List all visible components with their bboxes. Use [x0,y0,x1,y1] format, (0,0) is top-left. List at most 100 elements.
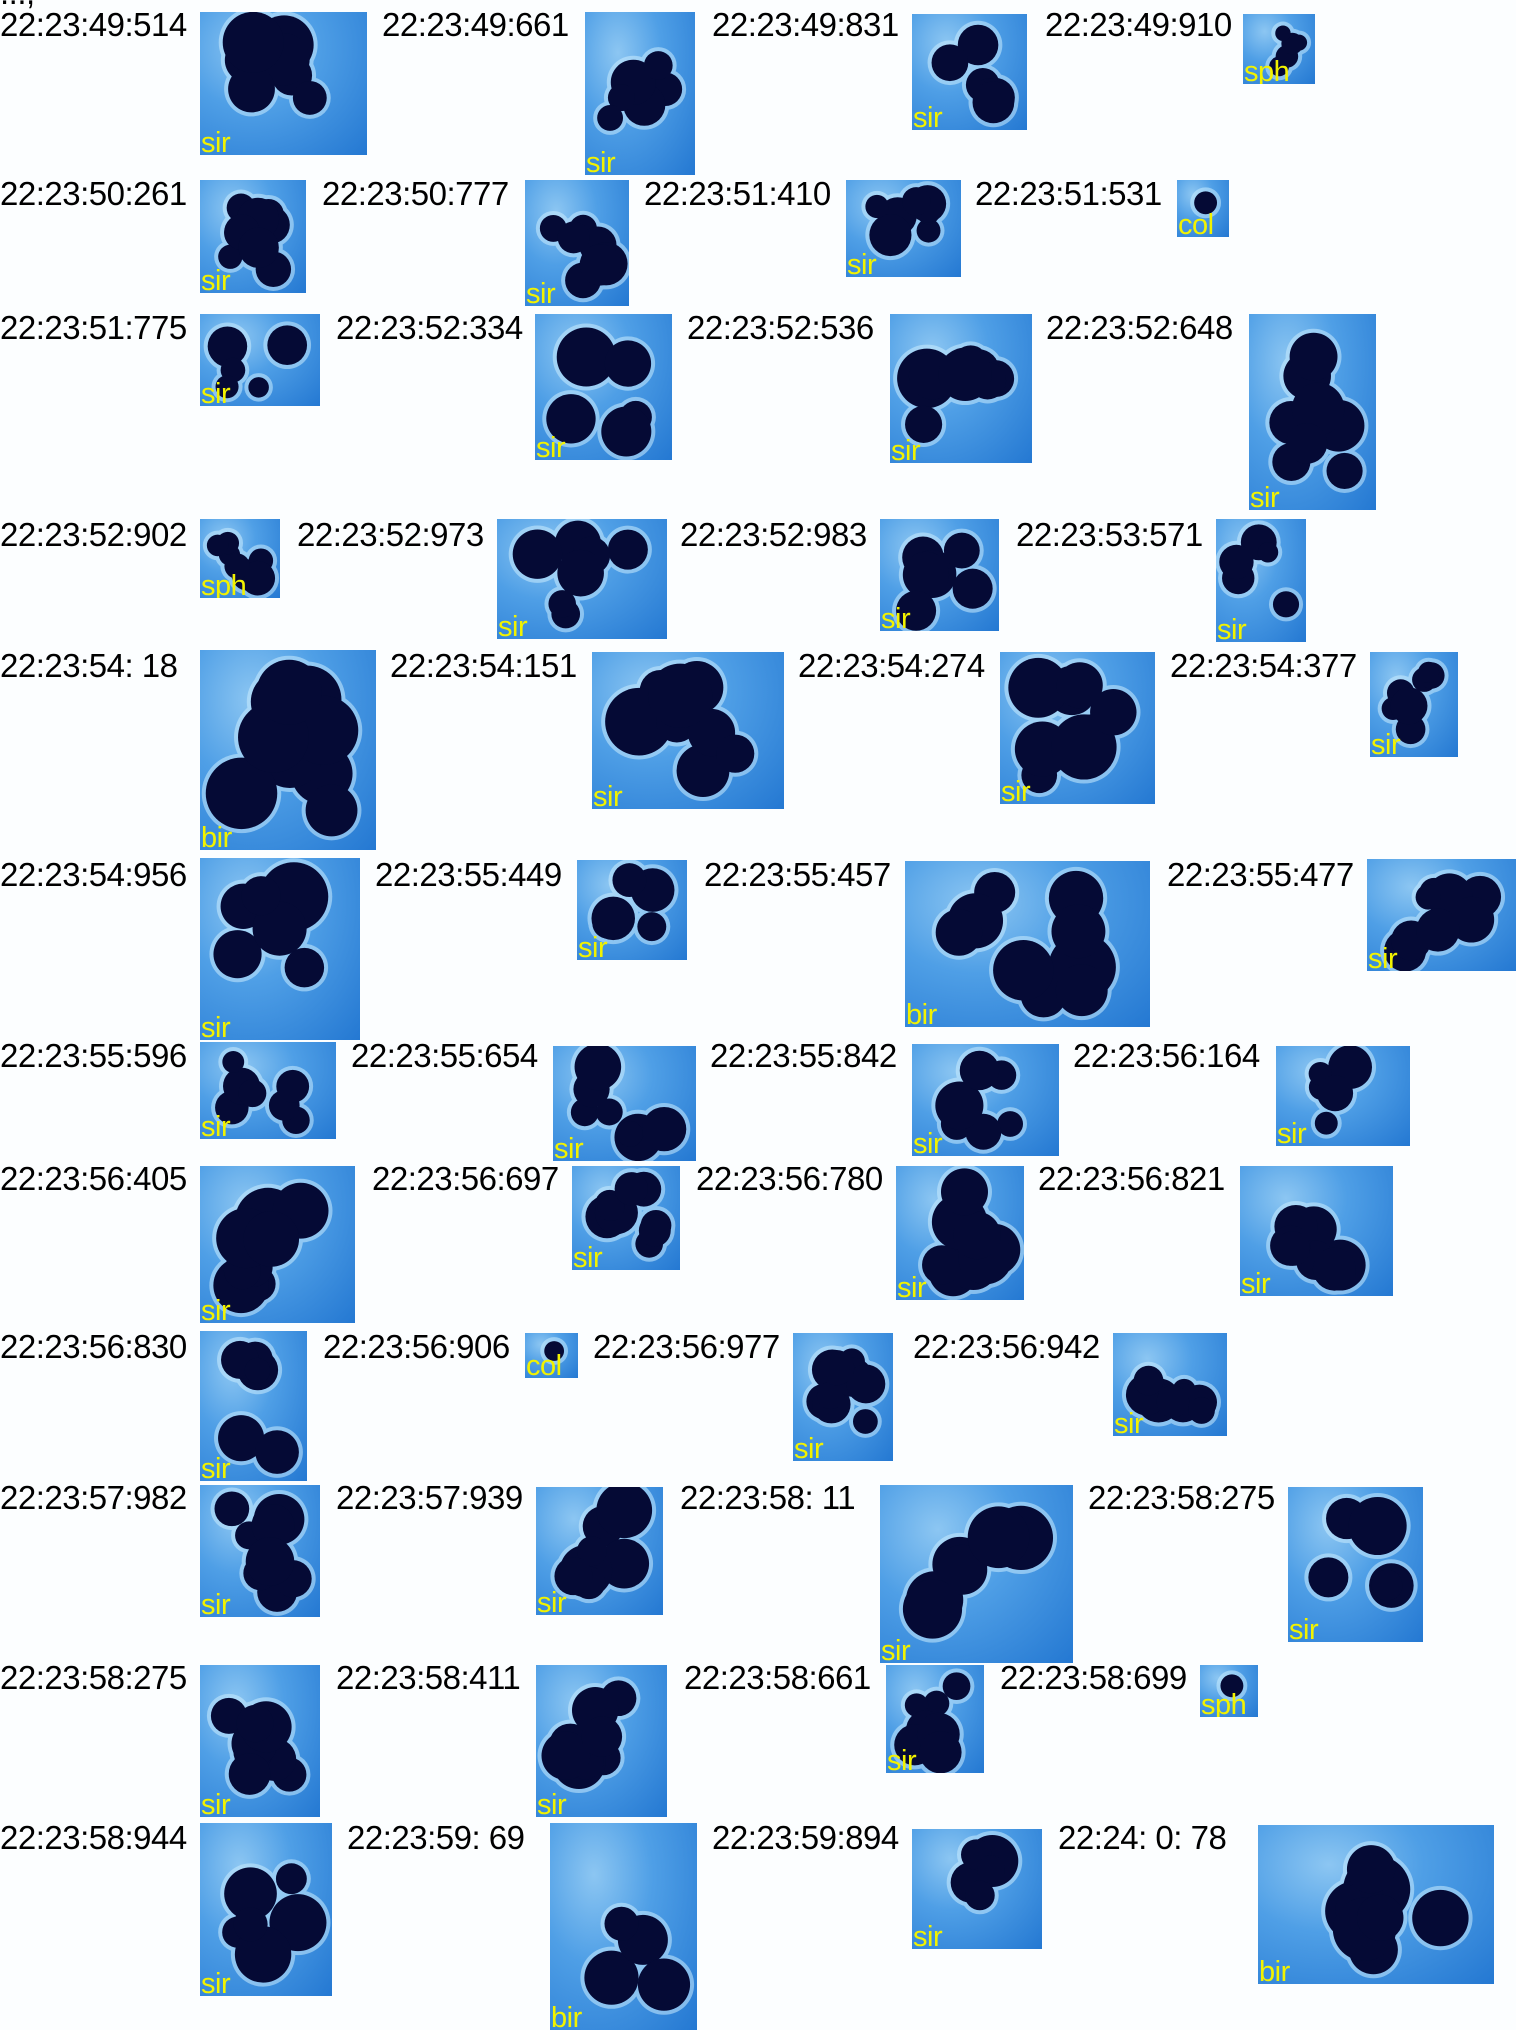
particle-image: bir [1258,1825,1494,1984]
particle-image: sir [200,1042,336,1139]
particle-silhouette [1216,1670,1248,1702]
particle-image: sir [890,314,1032,463]
particle-class-label: bir [906,999,937,1028]
particle-class-label: sir [891,435,921,464]
particle-class-label: bir [551,2002,582,2030]
particle-timestamp: 22:23:58:944 [0,1819,187,1856]
particle-silhouette [535,210,629,303]
particle-silhouette [218,12,331,119]
particle-image: sir [880,1485,1073,1663]
particle-silhouette [1304,1046,1377,1139]
particle-class-label: sir [201,1012,231,1041]
particle-class-label: sph [1244,56,1290,85]
particle-image: sir [200,1485,320,1617]
particle-timestamp: 22:23:56:405 [0,1160,187,1197]
particle-class-label: sir [881,603,911,632]
particle-class-label: sir [1277,1118,1307,1147]
particle-timestamp: 22:23:52:973 [297,516,484,553]
particle-image: sir [912,1044,1059,1156]
particle-image: sph [200,519,280,598]
particle-silhouette [537,1676,641,1794]
particle-image: sir [585,12,695,175]
particle-timestamp: 22:23:50:261 [0,175,187,212]
particle-image: sir [846,180,961,277]
particle-silhouette [214,189,296,291]
particle-class-label: sir [201,1453,231,1482]
particle-class-label: sir [201,265,231,294]
particle-silhouette [1321,1841,1473,1979]
particle-class-label: sir [847,249,877,278]
particle-silhouette [209,858,333,992]
particle-image: sir [1216,519,1306,642]
particle-class-label: sir [593,781,623,810]
particle-timestamp: 22:23:53:571 [1016,516,1203,553]
particle-silhouette [566,1046,691,1161]
particle-image: sph [1200,1665,1258,1717]
particle-class-label: sir [913,1921,943,1950]
particle-silhouette [581,1167,676,1262]
particle-silhouette [214,1336,303,1478]
particle-timestamp: 22:23:56:697 [372,1160,559,1197]
particle-silhouette [211,1047,314,1138]
particle-silhouette [601,657,759,802]
particle-class-label: sir [586,147,616,176]
particle-class-label: sir [201,1295,231,1324]
particle-silhouette [927,20,1019,128]
particle-timestamp: 22:23:54: 18 [0,647,178,684]
particle-silhouette [201,655,363,841]
particle-class-label: sir [1368,943,1398,972]
particle-class-label: sph [201,570,247,599]
particle-silhouette [1377,657,1449,749]
particle-image: sir [592,652,784,809]
particle-timestamp: 22:23:54:956 [0,856,187,893]
particle-silhouette [218,1859,331,1987]
particle-image: sir [577,860,687,960]
particle-class-label: sir [201,127,231,156]
particle-image: sir [200,1166,355,1323]
particle-silhouette [1380,869,1506,971]
particle-silhouette [1265,21,1312,81]
particle-image: sir [1367,859,1516,971]
particle-timestamp: 22:23:51:775 [0,309,187,346]
particle-class-label: sir [554,1133,584,1162]
particle-timestamp: 22:23:49:831 [712,6,899,43]
particle-image: sir [200,1331,307,1481]
particle-class-label: sir [573,1242,603,1271]
particle-silhouette [892,528,997,631]
particle-silhouette [1216,520,1304,622]
particle-timestamp: 22:23:56:977 [593,1328,780,1365]
particle-timestamp: 22:23:52:334 [336,309,523,346]
particle-image: sir [1113,1333,1227,1436]
particle-class-label: col [526,1350,562,1379]
particle-image: sir [536,1487,663,1615]
particle-class-label: sir [1001,776,1031,805]
particle-class-label: sph [1201,1689,1247,1718]
particle-image: sir [793,1333,893,1461]
particle-timestamp: 22:23:55:477 [1167,856,1354,893]
particle-silhouette [202,527,280,598]
particle-timestamp: 22:23:56:942 [913,1328,1100,1365]
particle-silhouette [209,1178,333,1318]
particle-timestamp: 22:23:49:514 [0,6,187,43]
particle-timestamp: 22:23:49:910 [1045,6,1232,43]
particle-class-label: sir [201,1968,231,1997]
particle-class-label: sir [537,1789,567,1818]
particle-image: col [1177,180,1229,237]
particle-class-label: col [1178,209,1214,238]
particle-timestamp: 22:23:55:596 [0,1037,187,1074]
particle-timestamp: 22:23:51:410 [644,175,831,212]
particle-image: sir [1000,652,1155,804]
particle-silhouette [587,860,679,946]
particle-silhouette [1304,1492,1418,1612]
particle-timestamp: 22:23:55:842 [710,1037,897,1074]
particle-image: sir [912,14,1027,130]
particle-timestamp: 22:23:55:654 [351,1037,538,1074]
particle-class-label: sir [536,432,566,461]
particle-timestamp: 22:23:58:699 [1000,1659,1187,1696]
particle-silhouette [918,1166,1024,1300]
particle-silhouette [206,1693,311,1799]
particle-silhouette [542,323,656,460]
particle-timestamp: 22:23:55:457 [704,856,891,893]
particle-silhouette [1265,328,1369,493]
